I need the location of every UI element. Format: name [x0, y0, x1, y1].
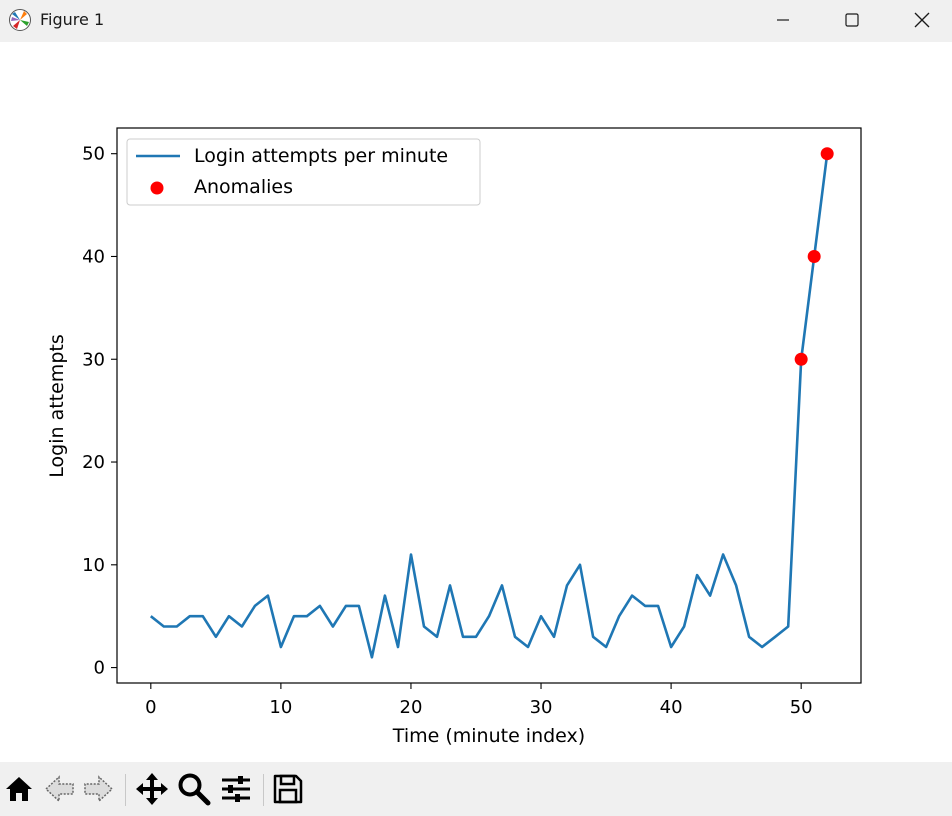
x-axis: 0 10 20 30 40 50: [145, 683, 813, 718]
save-button[interactable]: [271, 772, 305, 806]
minimize-button[interactable]: [760, 0, 806, 40]
y-tick-label: 20: [82, 452, 105, 473]
y-axis-label: Login attempts: [46, 334, 68, 477]
minimize-icon: [777, 19, 789, 21]
figure-canvas: 0 10 20 30 40 50 0 10 20 30 40 50 Time (minute ind…: [0, 42, 952, 762]
anomaly-point: [794, 352, 808, 366]
window-titlebar: Figure 1: [0, 0, 952, 42]
maximize-button[interactable]: [829, 0, 875, 40]
anomaly-point: [807, 249, 821, 263]
toolbar-separator: [263, 774, 264, 806]
x-tick-label: 20: [400, 697, 423, 718]
x-tick-label: 10: [269, 697, 292, 718]
window-title: Figure 1: [40, 10, 105, 29]
y-tick-label: 40: [82, 246, 105, 267]
series-line: [149, 153, 829, 659]
back-button[interactable]: [43, 772, 77, 806]
chart: 0 10 20 30 40 50 0 10 20 30 40 50 Time (minute ind…: [46, 127, 862, 747]
legend-label-anomalies: Anomalies: [194, 176, 293, 198]
y-tick-label: 10: [82, 555, 105, 576]
close-button[interactable]: [899, 0, 945, 40]
legend: Login attempts per minute Anomalies: [126, 138, 481, 206]
configure-subplots-button[interactable]: [219, 772, 253, 806]
x-tick-label: 30: [530, 697, 553, 718]
pan-icon: [136, 773, 168, 805]
anomaly-point: [820, 147, 834, 161]
matplotlib-logo-icon: [8, 8, 32, 32]
close-icon: [914, 12, 930, 28]
forward-arrow-icon: [84, 775, 114, 803]
axes-frame: [116, 127, 862, 684]
x-tick-label: 40: [660, 697, 683, 718]
back-arrow-icon: [44, 775, 74, 803]
legend-label-line: Login attempts per minute: [194, 145, 448, 167]
home-button[interactable]: [2, 772, 36, 806]
legend-marker-swatch: [150, 181, 164, 195]
x-axis-label: Time (minute index): [392, 725, 585, 747]
y-tick-label: 30: [82, 349, 105, 370]
y-tick-label: 50: [82, 144, 105, 165]
pan-button[interactable]: [135, 772, 169, 806]
forward-button[interactable]: [81, 772, 115, 806]
zoom-button[interactable]: [177, 772, 211, 806]
y-axis: 0 10 20 30 40 50: [82, 144, 117, 679]
zoom-icon: [178, 773, 211, 806]
save-icon: [273, 774, 303, 804]
maximize-icon: [845, 13, 859, 27]
x-tick-label: 50: [790, 697, 813, 718]
plot-area: [149, 147, 834, 659]
navigation-toolbar: [0, 762, 952, 816]
configure-subplots-icon: [222, 776, 250, 802]
toolbar-separator: [125, 774, 126, 806]
x-tick-label: 0: [145, 697, 156, 718]
legend-box: [126, 138, 481, 206]
home-icon: [6, 777, 32, 801]
y-tick-label: 0: [94, 658, 105, 679]
